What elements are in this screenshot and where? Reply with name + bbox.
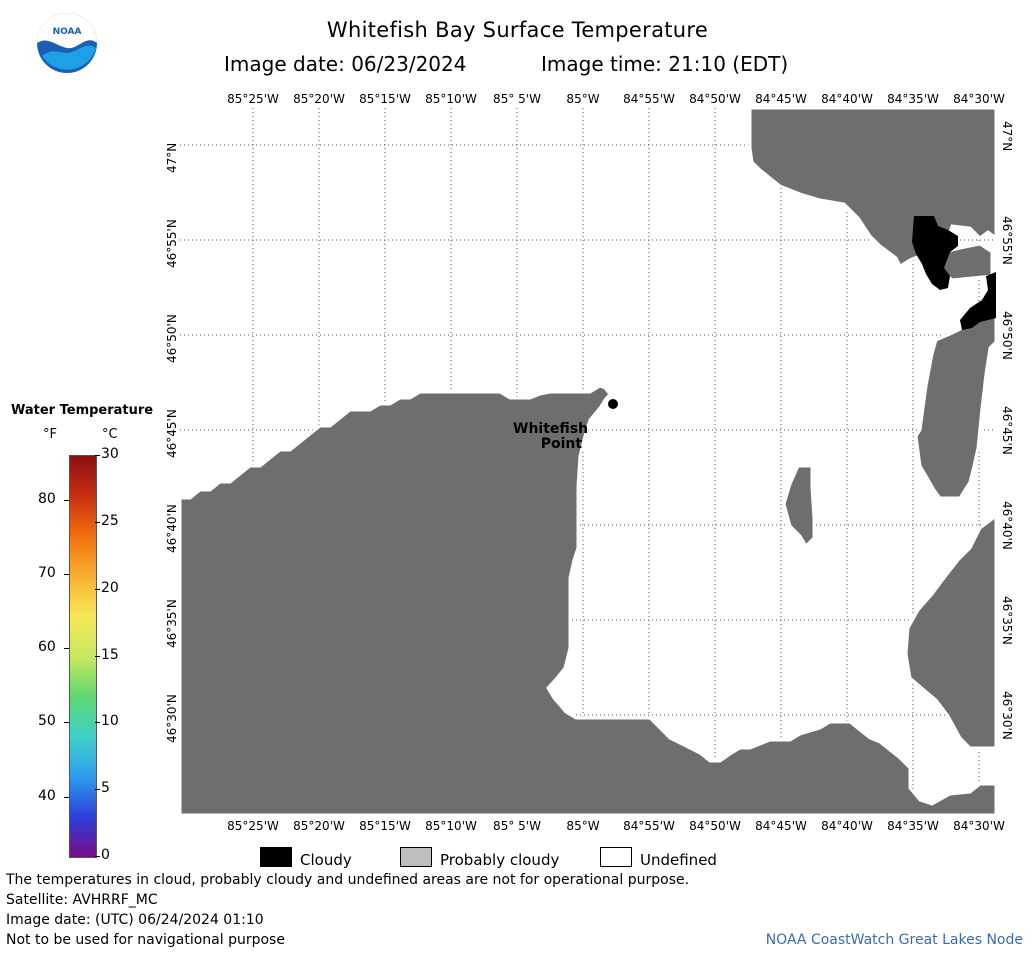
colorbar-tickmark-f	[64, 648, 69, 650]
lon-label-bottom: 84°40'W	[821, 819, 873, 833]
legend-undefined-label: Undefined	[640, 851, 717, 869]
colorbar-tick-c: 25	[101, 512, 119, 529]
colorbar-tickmark-f	[64, 573, 69, 575]
colorbar	[69, 455, 97, 858]
colorbar-tickmark-c	[95, 455, 100, 456]
legend-cloudy-label: Cloudy	[300, 851, 352, 869]
lat-label-left: 46°45'N	[165, 409, 179, 458]
lat-label-left: 46°35'N	[165, 599, 179, 648]
land-east	[914, 309, 998, 500]
lon-label-top: 84°40'W	[821, 92, 873, 106]
noaa-logo: NOAA	[36, 12, 98, 74]
colorbar-tick-c: 10	[101, 713, 119, 730]
lon-label-top: 85°25'W	[227, 92, 279, 106]
image-date: Image date: 06/23/2024	[224, 52, 467, 76]
lat-label-left: 46°40'N	[165, 504, 179, 553]
lat-label-right: 46°30'N	[1000, 691, 1014, 740]
colorbar-tickmark-c	[95, 856, 100, 857]
lon-label-top: 84°30'W	[953, 92, 1005, 106]
lat-label-left: 46°30'N	[165, 694, 179, 743]
colorbar-tickmark-c	[95, 655, 100, 657]
whitefish-point-marker	[608, 399, 618, 409]
lat-label-right: 46°35'N	[1000, 596, 1014, 645]
colorbar-tick-f: 60	[38, 639, 56, 656]
colorbar-tick-c: 0	[101, 847, 110, 863]
lat-label-right: 46°50'N	[1000, 311, 1014, 360]
colorbar-tickmark-c	[95, 789, 100, 791]
legend-probably-cloudy-swatch	[400, 847, 432, 867]
lat-label-left: 46°50'N	[165, 314, 179, 363]
lon-label-bottom: 85°10'W	[425, 819, 477, 833]
colorbar-tickmark-f	[64, 796, 69, 798]
land-southwest	[178, 384, 998, 817]
cloud-areas	[912, 216, 996, 330]
lon-label-top: 85°15'W	[359, 92, 411, 106]
footer-credit: NOAA CoastWatch Great Lakes Node	[765, 932, 1023, 948]
lon-label-bottom: 85°25'W	[227, 819, 279, 833]
lon-label-bottom: 84°50'W	[689, 819, 741, 833]
land-southeast	[904, 513, 998, 750]
lon-label-bottom: 85°20'W	[293, 819, 345, 833]
lon-label-bottom: 84°30'W	[953, 819, 1005, 833]
footer-navigation-note: Not to be used for navigational purpose	[6, 932, 285, 948]
colorbar-tickmark-c	[95, 588, 100, 590]
lon-label-top: 84°45'W	[755, 92, 807, 106]
map-panel	[178, 106, 998, 817]
lon-label-top: 85° 5'W	[493, 92, 541, 106]
colorbar-title: Water Temperature	[11, 403, 154, 418]
lon-label-top: 84°35'W	[887, 92, 939, 106]
noaa-logo-icon: NOAA	[37, 13, 97, 73]
cloud-patch-north	[912, 216, 958, 290]
colorbar-tickmark-c	[95, 521, 100, 523]
page-title: Whitefish Bay Surface Temperature	[326, 18, 709, 42]
footer-utc-date: Image date: (UTC) 06/24/2024 01:10	[6, 912, 264, 928]
colorbar-tick-c: 5	[101, 780, 110, 797]
lat-label-left: 46°55'N	[165, 219, 179, 268]
lat-label-right: 47°N	[1000, 121, 1014, 152]
lon-label-top: 85°W	[566, 92, 600, 106]
land-island	[782, 464, 816, 549]
map-svg	[178, 106, 998, 817]
logo-text: NOAA	[53, 27, 82, 37]
lon-label-top: 84°50'W	[689, 92, 741, 106]
legend-cloudy-swatch	[260, 847, 292, 867]
colorbar-tickmark-f	[64, 722, 69, 724]
lon-label-bottom: 85°W	[566, 819, 600, 833]
lon-label-top: 85°10'W	[425, 92, 477, 106]
footer-satellite: Satellite: AVHRRF_MC	[6, 892, 158, 908]
lon-label-bottom: 85°15'W	[359, 819, 411, 833]
lat-label-left: 47°N	[165, 142, 179, 173]
legend-probably-cloudy-label: Probably cloudy	[440, 851, 560, 869]
colorbar-tickmark-c	[95, 722, 100, 724]
image-time: Image time: 21:10 (EDT)	[541, 52, 789, 76]
colorbar-tick-c: 15	[101, 646, 119, 663]
lon-label-bottom: 85° 5'W	[493, 819, 541, 833]
colorbar-tick-f: 40	[38, 787, 56, 804]
colorbar-unit-f: °F	[43, 427, 57, 442]
colorbar-tick-c: 30	[101, 446, 119, 462]
lon-label-top: 85°20'W	[293, 92, 345, 106]
lat-label-right: 46°55'N	[1000, 216, 1014, 265]
lon-label-bottom: 84°35'W	[887, 819, 939, 833]
place-label-line1: Whitefish	[513, 421, 589, 437]
lat-label-right: 46°40'N	[1000, 501, 1014, 550]
colorbar-unit-c: °C	[102, 427, 118, 442]
colorbar-tickmark-f	[64, 499, 69, 501]
lon-label-top: 84°55'W	[623, 92, 675, 106]
legend-undefined-swatch	[600, 847, 632, 867]
colorbar-tick-f: 80	[38, 490, 56, 507]
lat-label-right: 46°45'N	[1000, 406, 1014, 455]
place-label-line2: Point	[540, 436, 583, 452]
place-label: Whitefish Point	[513, 422, 588, 452]
colorbar-tick-f: 70	[38, 564, 56, 581]
colorbar-tick-f: 50	[38, 713, 56, 730]
cloud-patch-east	[960, 272, 996, 330]
lon-label-bottom: 84°45'W	[755, 819, 807, 833]
footer-disclaimer: The temperatures in cloud, probably clou…	[6, 872, 690, 888]
lon-label-bottom: 84°55'W	[623, 819, 675, 833]
colorbar-tick-c: 20	[101, 579, 119, 596]
